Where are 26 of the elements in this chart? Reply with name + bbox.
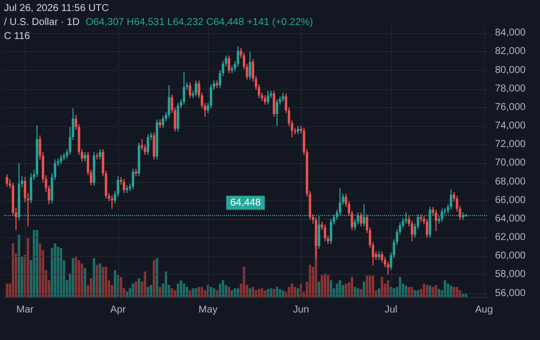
x-tick-label: Jul xyxy=(384,304,398,316)
y-tick-label: 70,000 xyxy=(495,158,526,169)
ref-line-label: 64,448 xyxy=(230,197,262,208)
y-tick-label: 76,000 xyxy=(495,102,526,113)
x-tick-label: Jun xyxy=(292,304,310,316)
y-tick-label: 78,000 xyxy=(495,83,526,94)
annotation: C 116 xyxy=(4,30,31,44)
x-tick-label: Aug xyxy=(475,304,493,316)
x-tick-label: May xyxy=(198,304,218,316)
text: Jul 26, 2026 11:56 UTC xyxy=(4,2,110,16)
x-tick-label: Mar xyxy=(16,304,34,316)
chart-title: / U.S. Dollar · 1D xyxy=(4,17,80,28)
y-tick-label: 60,000 xyxy=(495,250,526,262)
y-tick-label: 74,000 xyxy=(495,120,526,132)
chart-subtitle: O64,307 H64,531 L64,232 C64,448 +141 (+0.22%) xyxy=(86,17,313,28)
y-tick-label: 58,000 xyxy=(495,269,526,280)
x-tick-label: Apr xyxy=(110,304,126,316)
y-tick-label: 64,000 xyxy=(495,213,526,224)
y-tick-label: 82,000 xyxy=(495,46,526,58)
y-tick-label: 84,000 xyxy=(495,28,526,39)
y-tick-label: 80,000 xyxy=(495,64,526,76)
y-tick-label: 68,000 xyxy=(495,176,526,188)
y-tick-label: 56,000 xyxy=(495,288,526,299)
y-tick-label: 66,000 xyxy=(495,194,526,206)
y-tick-label: 62,000 xyxy=(495,232,526,244)
y-tick-label: 72,000 xyxy=(495,139,526,150)
